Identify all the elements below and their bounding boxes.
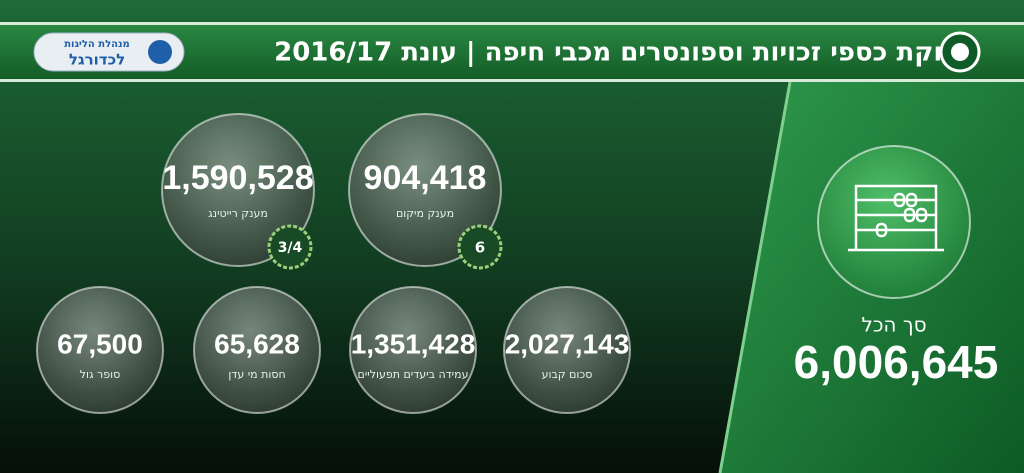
item-label: מענק רייטינג (208, 207, 268, 220)
item-bubble (503, 286, 631, 414)
divider (718, 81, 792, 473)
league-logo-text: לכדורגל (69, 51, 125, 69)
league-logo (33, 32, 185, 72)
header-title: חלוקת כספי זכויות וספונסרים מכבי חיפה | … (274, 38, 976, 68)
item-label: עמידה ביעדים תפעוליים (358, 368, 469, 381)
item-bubble (161, 113, 315, 267)
item: 1,351,428 עמידה ביעדים תפעוליים (349, 286, 477, 414)
badge-text: 6 (475, 239, 485, 257)
item-label: סופר גול (80, 368, 121, 381)
item-bubble (193, 286, 321, 414)
item-value: 65,628 (214, 328, 300, 359)
total-value: 6,006,645 (794, 336, 999, 388)
item-label: חסות מי עדן (228, 368, 285, 381)
club-logo-ball (951, 43, 969, 61)
item-value: 67,500 (57, 328, 143, 359)
item: 65,628 חסות מי עדן (193, 286, 321, 414)
badge-text: 3/4 (278, 240, 303, 256)
item-label: סכום קבוע (542, 368, 593, 381)
item-bubble (36, 286, 164, 414)
badge (457, 224, 503, 270)
item: 904,418 מענק מיקום 6 (348, 113, 503, 270)
item-value: 1,590,528 (162, 159, 313, 197)
league-logo-mark (148, 40, 172, 64)
total-label: סך הכל (861, 313, 926, 337)
league-logo-text: מנהלת הליגות (64, 39, 130, 50)
item-value: 904,418 (364, 159, 487, 197)
item-label: מענק מיקום (396, 207, 454, 220)
item: 2,027,143 סכום קבוע (503, 286, 631, 414)
item: 1,590,528 מענק רייטינג 3/4 (161, 113, 315, 270)
item-bubble (349, 286, 477, 414)
header-edge (0, 79, 1024, 82)
total-bubble (817, 145, 971, 299)
badge (267, 224, 313, 270)
item-value: 2,027,143 (505, 328, 630, 359)
item-bubble (348, 113, 502, 267)
abacus-icon (848, 184, 944, 252)
header-edge (0, 22, 1024, 25)
item-value: 1,351,428 (351, 328, 476, 359)
item: 67,500 סופר גול (36, 286, 164, 414)
